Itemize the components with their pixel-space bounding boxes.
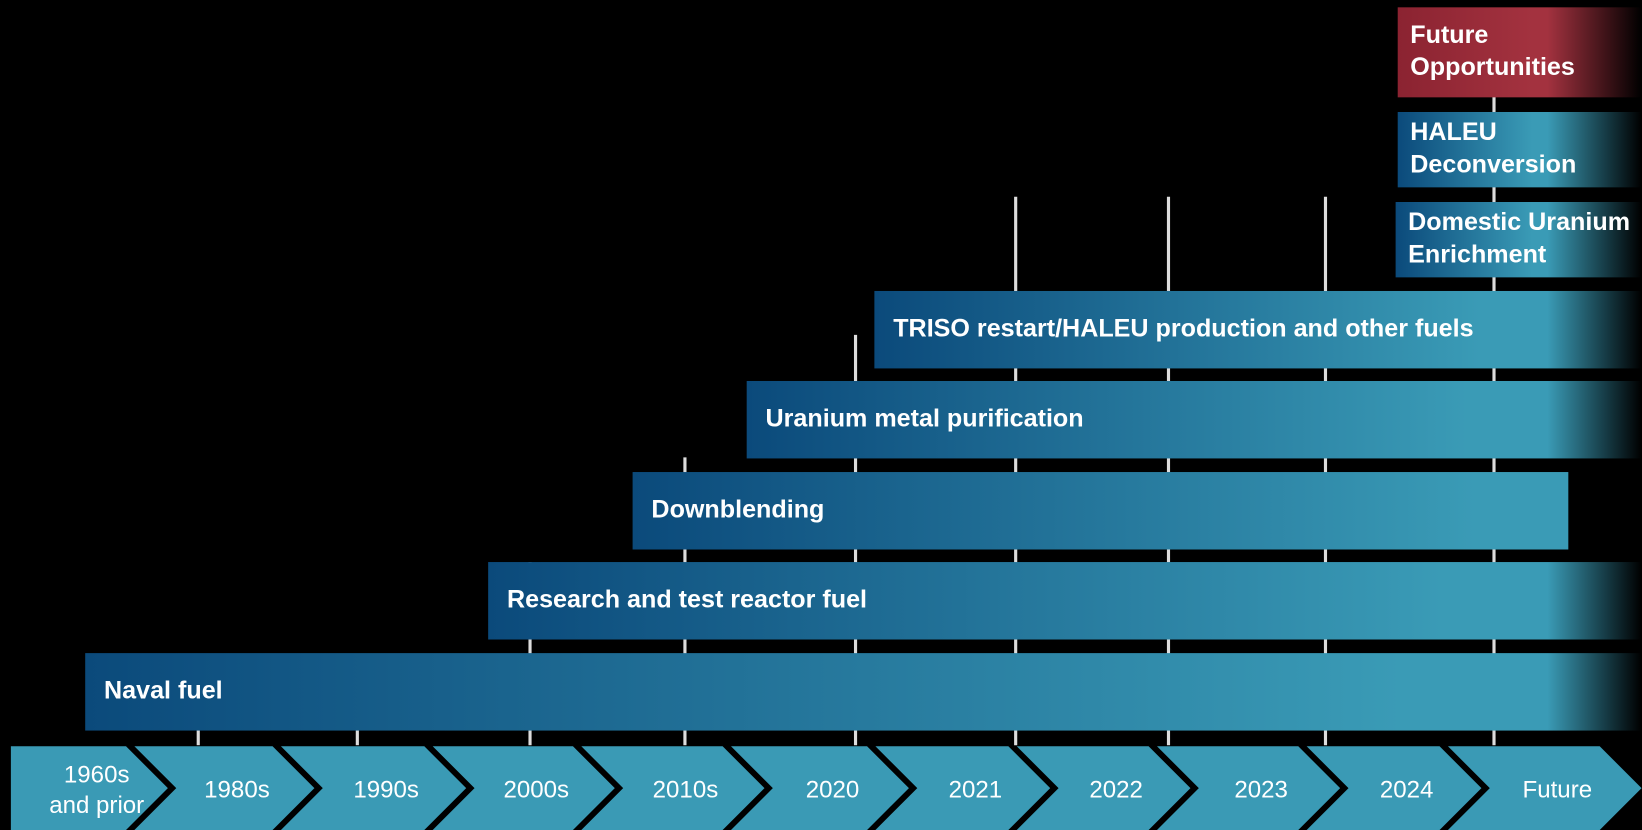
bar-label: Future	[1410, 21, 1488, 49]
bar-label: HALEU	[1410, 118, 1497, 146]
period-chevron	[1156, 746, 1341, 830]
period-chevron	[1016, 746, 1191, 830]
period-label: 1980s	[204, 777, 270, 804]
bar-label: Downblending	[651, 495, 824, 523]
bar-label: TRISO restart/HALEU production and other…	[893, 314, 1473, 342]
period-chevron	[730, 746, 909, 830]
period-chevron	[1447, 746, 1642, 830]
bar	[746, 380, 1642, 459]
bar	[874, 290, 1642, 369]
period-label: 2000s	[504, 777, 570, 804]
period-label: and prior	[49, 792, 144, 819]
period-chevron	[432, 746, 615, 830]
period-label: Future	[1523, 777, 1593, 804]
bar	[85, 653, 1642, 731]
bar-label: Uranium metal purification	[766, 404, 1084, 432]
bar-label: Research and test reactor fuel	[507, 585, 867, 613]
period-chevron	[10, 746, 168, 830]
bar	[488, 562, 1642, 640]
period-label: 1990s	[353, 777, 419, 804]
bar-label: Opportunities	[1410, 53, 1575, 81]
period-label: 2021	[949, 777, 1003, 804]
bar-label: Enrichment	[1408, 241, 1547, 269]
bar	[632, 472, 1569, 550]
bar-label: Naval fuel	[104, 676, 223, 704]
period-label: 2022	[1089, 777, 1143, 804]
bar-label: Deconversion	[1410, 151, 1576, 179]
bar	[1397, 7, 1642, 98]
period-chevron	[581, 746, 765, 830]
period-label: 2023	[1234, 777, 1288, 804]
period-chevron	[280, 746, 467, 830]
bar	[1397, 111, 1642, 188]
period-chevron	[134, 746, 315, 830]
bar	[1395, 202, 1642, 278]
period-label: 2010s	[653, 777, 719, 804]
period-label: 1960s	[64, 761, 130, 788]
period-label: 2020	[806, 777, 860, 804]
period-chevron	[875, 746, 1051, 830]
period-label: 2024	[1380, 777, 1434, 804]
period-chevron	[1306, 746, 1482, 830]
bar-label: Domestic Uranium	[1408, 208, 1630, 236]
